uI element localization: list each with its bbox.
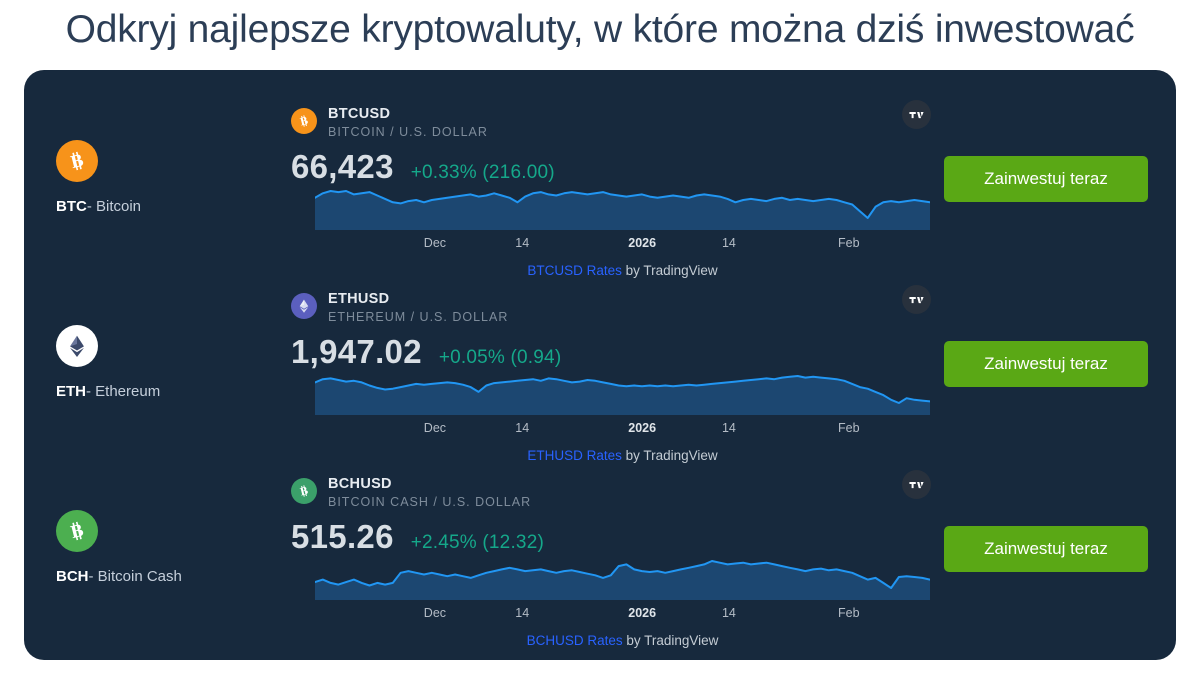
symbol-description: BITCOIN / U.S. DOLLAR	[328, 125, 488, 139]
page-title: Odkryj najlepsze kryptowaluty, w które m…	[65, 8, 1135, 51]
asset-full-name: - Bitcoin	[86, 198, 142, 215]
ethereum-icon-small	[291, 293, 317, 319]
axis-tick: 2026	[628, 236, 657, 250]
price-value: 1,947.02	[291, 333, 422, 370]
bitcoin-cash-icon: B	[56, 510, 98, 552]
asset-ticker: BCH	[56, 568, 89, 585]
quote-header: B BCHUSD BITCOIN CASH / U.S. DOLLAR	[291, 476, 911, 510]
quote-header: B BTCUSD BITCOIN / U.S. DOLLAR	[291, 106, 911, 140]
asset-label: ETH- Ethereum	[56, 383, 296, 400]
svg-text:B: B	[299, 485, 310, 499]
tradingview-attribution: BTCUSD Rates by TradingView	[315, 263, 930, 278]
asset-row: ETH- Ethereum ETHUSD ETHEREUM / U.S. DOLLA…	[24, 273, 1176, 463]
axis-tick: Feb	[838, 236, 860, 250]
svg-text:B: B	[299, 115, 310, 129]
svg-text:B: B	[69, 150, 86, 172]
symbol-description: BITCOIN CASH / U.S. DOLLAR	[328, 495, 532, 509]
symbol-name: ETHUSD	[328, 291, 390, 307]
tradingview-attribution: ETHUSD Rates by TradingView	[315, 448, 930, 463]
tradingview-attribution: BCHUSD Rates by TradingView	[315, 633, 930, 648]
sparkline-chart	[315, 558, 930, 600]
tradingview-logo-icon[interactable]	[902, 470, 931, 499]
attribution-suffix: by TradingView	[622, 633, 719, 648]
tradingview-logo-icon[interactable]	[902, 285, 931, 314]
asset-row: B BTC- Bitcoin B BTCUSD BITCOIN / U.S. DOLLA…	[24, 88, 1176, 278]
asset-ticker: BTC	[56, 198, 87, 215]
invest-now-button[interactable]: Zainwestuj teraz	[944, 156, 1148, 202]
quote-block-eth: ETHUSD ETHEREUM / U.S. DOLLAR 1,947.02 +0.0…	[291, 291, 911, 371]
price-line: 1,947.02 +0.05% (0.94)	[291, 333, 911, 371]
rates-link[interactable]: BCHUSD Rates	[526, 633, 623, 648]
asset-identity-btc: B BTC- Bitcoin	[56, 140, 296, 215]
price-line: 515.26 +2.45% (12.32)	[291, 518, 911, 556]
symbol-name: BCHUSD	[328, 476, 392, 492]
quote-header: ETHUSD ETHEREUM / U.S. DOLLAR	[291, 291, 911, 325]
axis-tick: 14	[515, 236, 530, 250]
sparkline-chart	[315, 373, 930, 415]
chart-x-axis: Dec 14 2026 14 Feb	[315, 421, 930, 437]
axis-tick: Dec	[423, 606, 447, 620]
bitcoin-icon-small: B	[291, 108, 317, 134]
asset-identity-eth: ETH- Ethereum	[56, 325, 296, 400]
axis-tick: 14	[515, 606, 530, 620]
price-change: +0.05% (0.94)	[438, 347, 562, 368]
bitcoin-icon: B	[56, 140, 98, 182]
asset-ticker: ETH	[56, 383, 86, 400]
asset-label: BTC- Bitcoin	[56, 198, 296, 215]
bitcoin-cash-icon-small: B	[291, 478, 317, 504]
quote-block-bch: B BCHUSD BITCOIN CASH / U.S. DOLLAR 515.26 +…	[291, 476, 911, 556]
attribution-suffix: by TradingView	[621, 263, 718, 278]
axis-tick: Dec	[423, 421, 447, 435]
ethereum-icon	[56, 325, 98, 367]
attribution-suffix: by TradingView	[621, 448, 718, 463]
symbol-description: ETHEREUM / U.S. DOLLAR	[328, 310, 509, 324]
rates-link[interactable]: BTCUSD Rates	[527, 263, 622, 278]
asset-full-name: - Bitcoin Cash	[88, 568, 182, 585]
asset-identity-bch: B BCH- Bitcoin Cash	[56, 510, 296, 585]
axis-tick: 14	[515, 421, 530, 435]
axis-tick: Feb	[838, 606, 860, 620]
axis-tick: 14	[721, 606, 736, 620]
axis-tick: Dec	[423, 236, 447, 250]
invest-now-button[interactable]: Zainwestuj teraz	[944, 526, 1148, 572]
chart-x-axis: Dec 14 2026 14 Feb	[315, 236, 930, 252]
price-line: 66,423 +0.33% (216.00)	[291, 148, 911, 186]
axis-tick: 2026	[628, 606, 657, 620]
price-value: 515.26	[291, 518, 394, 555]
asset-row: B BCH- Bitcoin Cash B BCHUSD BITCOIN CASH / …	[24, 458, 1176, 648]
tradingview-widget-card: B BTC- Bitcoin B BTCUSD BITCOIN / U.S. DOLLA…	[24, 70, 1176, 660]
quote-block-btc: B BTCUSD BITCOIN / U.S. DOLLAR 66,423 +0.33%…	[291, 106, 911, 186]
price-change: +0.33% (216.00)	[410, 162, 555, 183]
symbol-name: BTCUSD	[328, 106, 391, 122]
tradingview-logo-icon[interactable]	[902, 100, 931, 129]
chart-x-axis: Dec 14 2026 14 Feb	[315, 606, 930, 622]
sparkline-chart	[315, 188, 930, 230]
axis-tick: Feb	[838, 421, 860, 435]
svg-text:B: B	[69, 520, 86, 542]
axis-tick: 2026	[628, 421, 657, 435]
axis-tick: 14	[721, 236, 736, 250]
asset-full-name: - Ethereum	[86, 383, 161, 400]
invest-now-button[interactable]: Zainwestuj teraz	[944, 341, 1148, 387]
price-change: +2.45% (12.32)	[410, 532, 544, 553]
rates-link[interactable]: ETHUSD Rates	[527, 448, 622, 463]
asset-label: BCH- Bitcoin Cash	[56, 568, 296, 585]
price-value: 66,423	[291, 148, 394, 185]
axis-tick: 14	[721, 421, 736, 435]
